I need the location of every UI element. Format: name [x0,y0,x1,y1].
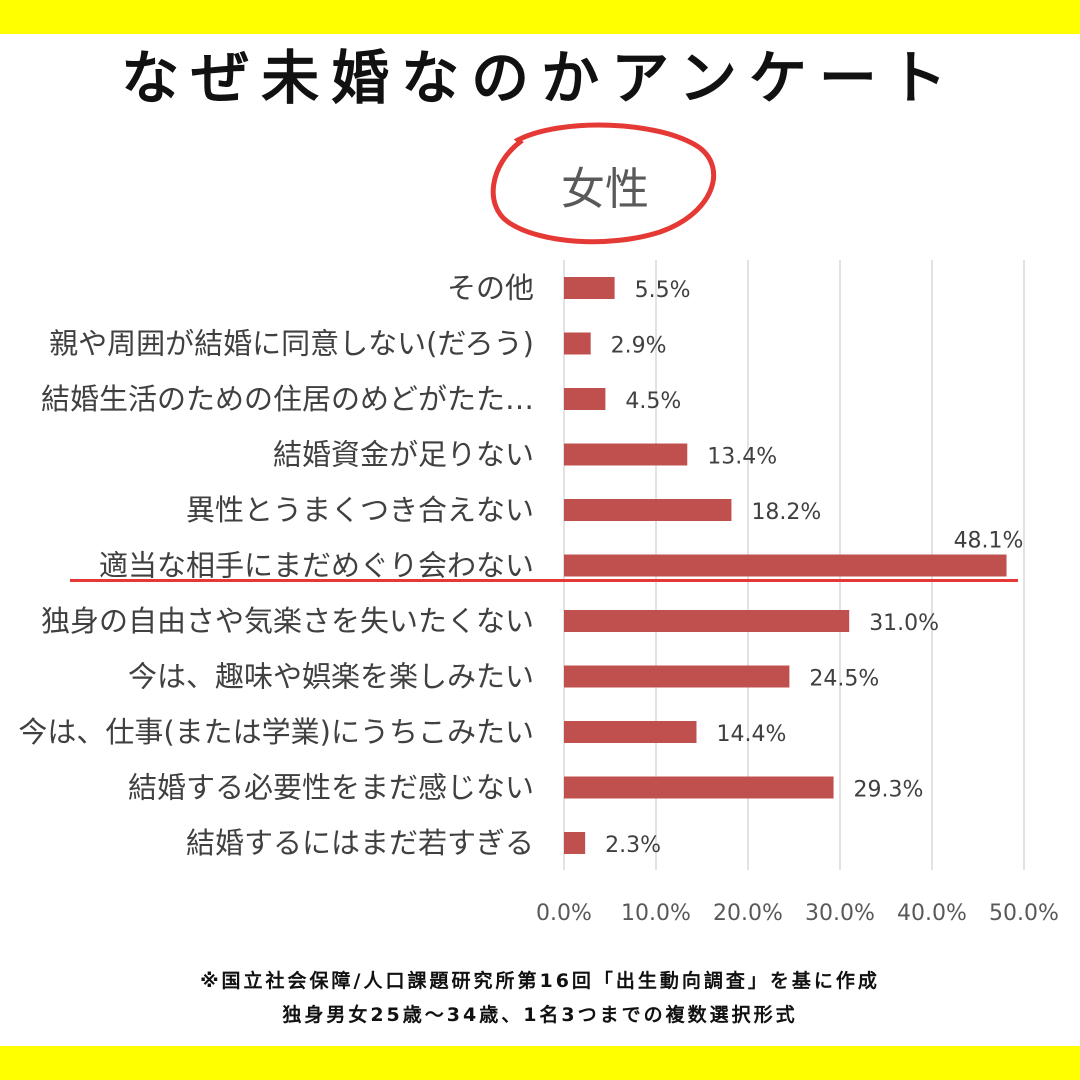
value-label: 31.0% [869,611,939,636]
value-label: 29.3% [854,778,924,803]
value-label: 2.9% [611,334,667,359]
page-title: なぜ未婚なのかアンケート [121,44,959,112]
category-label: その他 [447,271,534,305]
category-label: 結婚する必要性をまだ感じない [128,771,534,805]
value-label: 13.4% [707,445,777,470]
chart-subtitle-female: 女性 [561,164,649,215]
x-tick-label: 10.0% [621,901,691,926]
x-tick-label: 40.0% [897,901,967,926]
bottom-yellow-band [0,1046,1080,1080]
category-label: 親や周囲が結婚に同意しない(だろう) [49,327,534,361]
footnote-method: 独身男女25歳～34歳、1名3つまでの複数選択形式 [282,1004,798,1026]
footnote-source: ※国立社会保障/人口課題研究所第16回「出生動向調査」を基に作成 [200,970,880,992]
highlight-circle [490,122,717,245]
category-label: 結婚するにはまだ若すぎる [186,826,534,860]
value-label: 24.5% [809,667,879,692]
category-label: 今は、趣味や娯楽を楽しみたい [128,660,534,694]
bar [564,554,1007,577]
x-tick-label: 20.0% [713,901,783,926]
value-label: 18.2% [751,500,821,525]
x-tick-label: 30.0% [805,901,875,926]
bar [564,832,586,854]
category-label: 今は、仕事(または学業)にうちこみたい [18,715,534,749]
bar [564,665,790,688]
value-label: 48.1% [954,529,1024,554]
x-tick-label: 50.0% [989,901,1059,926]
bar [564,277,615,299]
bar [564,610,850,632]
value-label: 14.4% [716,722,786,747]
category-label: 独身の自由さや気楽さを失いたくない [41,604,534,638]
category-label: 結婚生活のための住居のめどがたた… [41,382,534,416]
value-label: 5.5% [635,278,691,303]
bar [564,776,834,799]
bar [564,388,606,410]
bar [564,721,697,743]
value-label: 2.3% [605,833,661,858]
bar [564,332,591,355]
category-label: 異性とうまくつき合えない [186,493,534,527]
x-tick-label: 0.0% [536,901,592,926]
category-label: 適当な相手にまだめぐり会わない [99,549,534,583]
bar-chart: その他 5.5% 親や周囲が結婚に同意しない(だろう) 2.9% 結婚生活のための住居の… [18,260,1059,926]
top-yellow-band [0,0,1080,34]
bar [564,443,688,466]
bar [564,499,732,521]
category-label: 結婚資金が足りない [273,438,534,472]
value-label: 4.5% [625,389,681,414]
